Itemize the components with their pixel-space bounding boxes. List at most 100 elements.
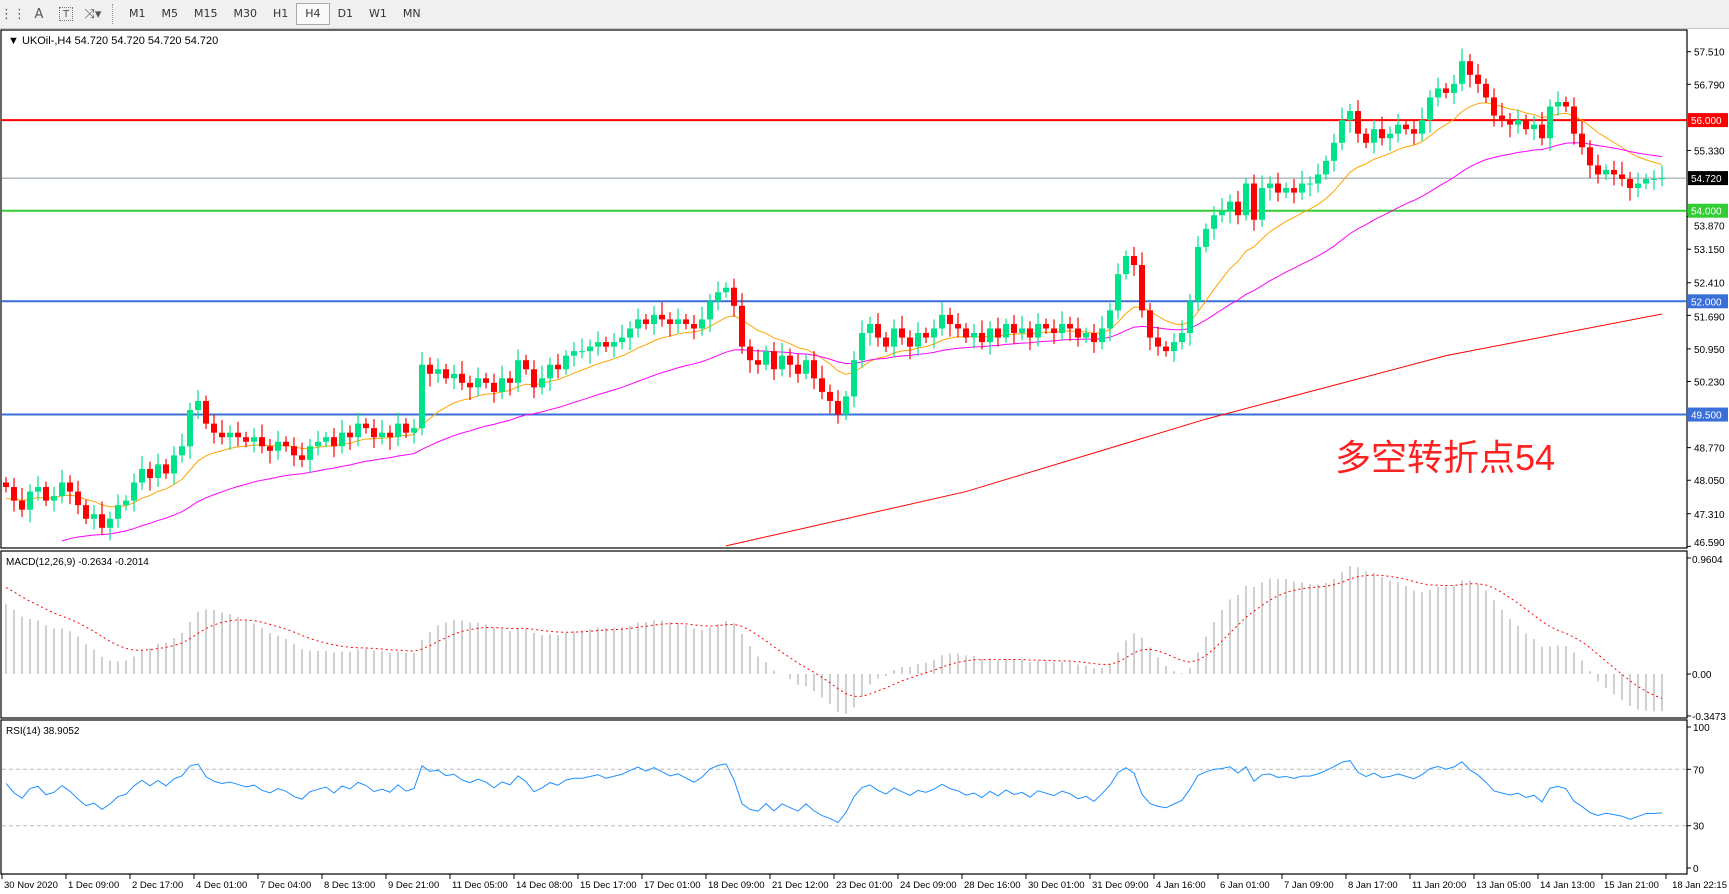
- candle-body: [339, 432, 345, 447]
- candle-body: [827, 391, 833, 401]
- candle-body: [267, 446, 273, 451]
- time-tick-label: 18 Dec 09:00: [708, 880, 765, 891]
- arrows-icon[interactable]: ⤨▾: [84, 6, 102, 22]
- candle-body: [435, 369, 441, 374]
- rsi-panel: [0, 719, 1688, 875]
- macd-tick-label: 0.00: [1692, 670, 1712, 681]
- candle-body: [595, 342, 601, 347]
- candle-body: [1451, 83, 1457, 93]
- time-tick-label: 14 Dec 08:00: [516, 880, 573, 891]
- candle-body: [275, 441, 281, 451]
- chart-area[interactable]: 57.510 56.790 55.330 53.870 53.150 52.410 51.6…: [0, 28, 1729, 894]
- candle-body: [1515, 120, 1521, 125]
- candle-body: [1379, 129, 1385, 139]
- time-tick-label: 2 Dec 17:00: [132, 880, 183, 891]
- macd-title: MACD(12,26,9) -0.2634 -0.2014: [6, 557, 149, 568]
- candle-body: [1115, 274, 1121, 311]
- candle-body: [419, 364, 425, 429]
- candle-body: [379, 432, 385, 438]
- candle-body: [1227, 201, 1233, 211]
- moving-average-slow-line: [725, 313, 1663, 547]
- candle-body: [1219, 210, 1225, 216]
- candle-body: [787, 355, 793, 365]
- candle-body: [1435, 88, 1441, 98]
- candle-body: [243, 437, 249, 442]
- time-tick-label: 8 Jan 17:00: [1348, 880, 1398, 891]
- candle-body: [1483, 83, 1489, 98]
- timeframe-h1[interactable]: H1: [273, 7, 289, 20]
- level-badge-49.500: [1688, 407, 1728, 422]
- candle-body: [547, 364, 553, 379]
- level-badge-56.000: [1688, 113, 1728, 128]
- timeframe-m15[interactable]: M15: [194, 7, 218, 20]
- candle-body: [1619, 174, 1625, 179]
- candle-body: [587, 346, 593, 352]
- candle-body: [219, 432, 225, 438]
- price-tick-label: 53.150: [1694, 245, 1725, 256]
- level-label-54.000: 54.000: [1691, 207, 1722, 218]
- timeframe-m5[interactable]: M5: [161, 7, 179, 20]
- candle-body: [1243, 183, 1249, 216]
- time-tick-label: 7 Dec 04:00: [260, 880, 311, 891]
- candle-body: [555, 364, 561, 370]
- candle-body: [931, 328, 937, 338]
- candle-body: [1403, 124, 1409, 130]
- candle-body: [355, 423, 361, 438]
- candle-body: [251, 437, 257, 442]
- macd-tick-label: 0.9604: [1692, 555, 1723, 566]
- price-tick-label: 47.310: [1694, 510, 1725, 521]
- candle-body: [603, 342, 609, 347]
- candle-body: [1579, 133, 1585, 148]
- candle-body: [1323, 160, 1329, 175]
- candle-body: [43, 487, 49, 501]
- grid-icon[interactable]: ⋮⋮: [0, 6, 26, 22]
- candle-body: [1347, 111, 1353, 121]
- timeframe-d1[interactable]: D1: [337, 7, 354, 20]
- candle-body: [443, 369, 449, 379]
- candle-body: [707, 301, 713, 320]
- price-tick-label: 50.950: [1694, 345, 1725, 356]
- time-tick-label: 8 Dec 13:00: [324, 880, 375, 891]
- time-tick-label: 14 Jan 13:00: [1540, 880, 1595, 891]
- candle-body: [483, 378, 489, 383]
- timeframe-h4[interactable]: H4: [296, 3, 330, 25]
- time-tick-label: 18 Jan 22:15: [1672, 880, 1727, 891]
- candle-body: [939, 314, 945, 329]
- candle-body: [283, 441, 289, 447]
- candle-body: [987, 328, 993, 343]
- text-icon[interactable]: A: [34, 6, 44, 22]
- candle-body: [3, 482, 9, 488]
- candle-body: [1491, 97, 1497, 116]
- candle-body: [227, 432, 233, 438]
- candle-body: [1355, 111, 1361, 134]
- candle-body: [75, 491, 81, 506]
- candle-body: [195, 400, 201, 411]
- candle-body: [259, 437, 265, 447]
- candle-body: [1195, 246, 1201, 302]
- candle-body: [1587, 147, 1593, 166]
- text-label-icon[interactable]: T: [59, 7, 73, 21]
- time-tick-label: 15 Jan 21:00: [1604, 880, 1659, 891]
- candle-body: [747, 346, 753, 361]
- candle-body: [315, 441, 321, 447]
- timeframe-w1[interactable]: W1: [369, 7, 387, 20]
- timeframe-m1[interactable]: M1: [129, 7, 146, 20]
- candle-body: [763, 351, 769, 365]
- candle-body: [1299, 183, 1305, 193]
- timeframe-m30[interactable]: M30: [233, 7, 258, 20]
- candle-body: [979, 333, 985, 343]
- price-tick-label: 46.590: [1694, 538, 1725, 549]
- candle-body: [451, 373, 457, 379]
- candle-body: [1291, 188, 1297, 193]
- time-tick-label: 31 Dec 09:00: [1092, 880, 1149, 891]
- candle-body: [1099, 328, 1105, 343]
- candle-body: [947, 314, 953, 324]
- candle-body: [1019, 328, 1025, 334]
- candle-body: [115, 505, 121, 519]
- candle-body: [163, 464, 169, 474]
- candle-body: [387, 432, 393, 438]
- candle-body: [1651, 178, 1657, 180]
- timeframe-mn[interactable]: MN: [402, 7, 421, 20]
- candle-body: [67, 482, 73, 492]
- candle-body: [307, 446, 313, 460]
